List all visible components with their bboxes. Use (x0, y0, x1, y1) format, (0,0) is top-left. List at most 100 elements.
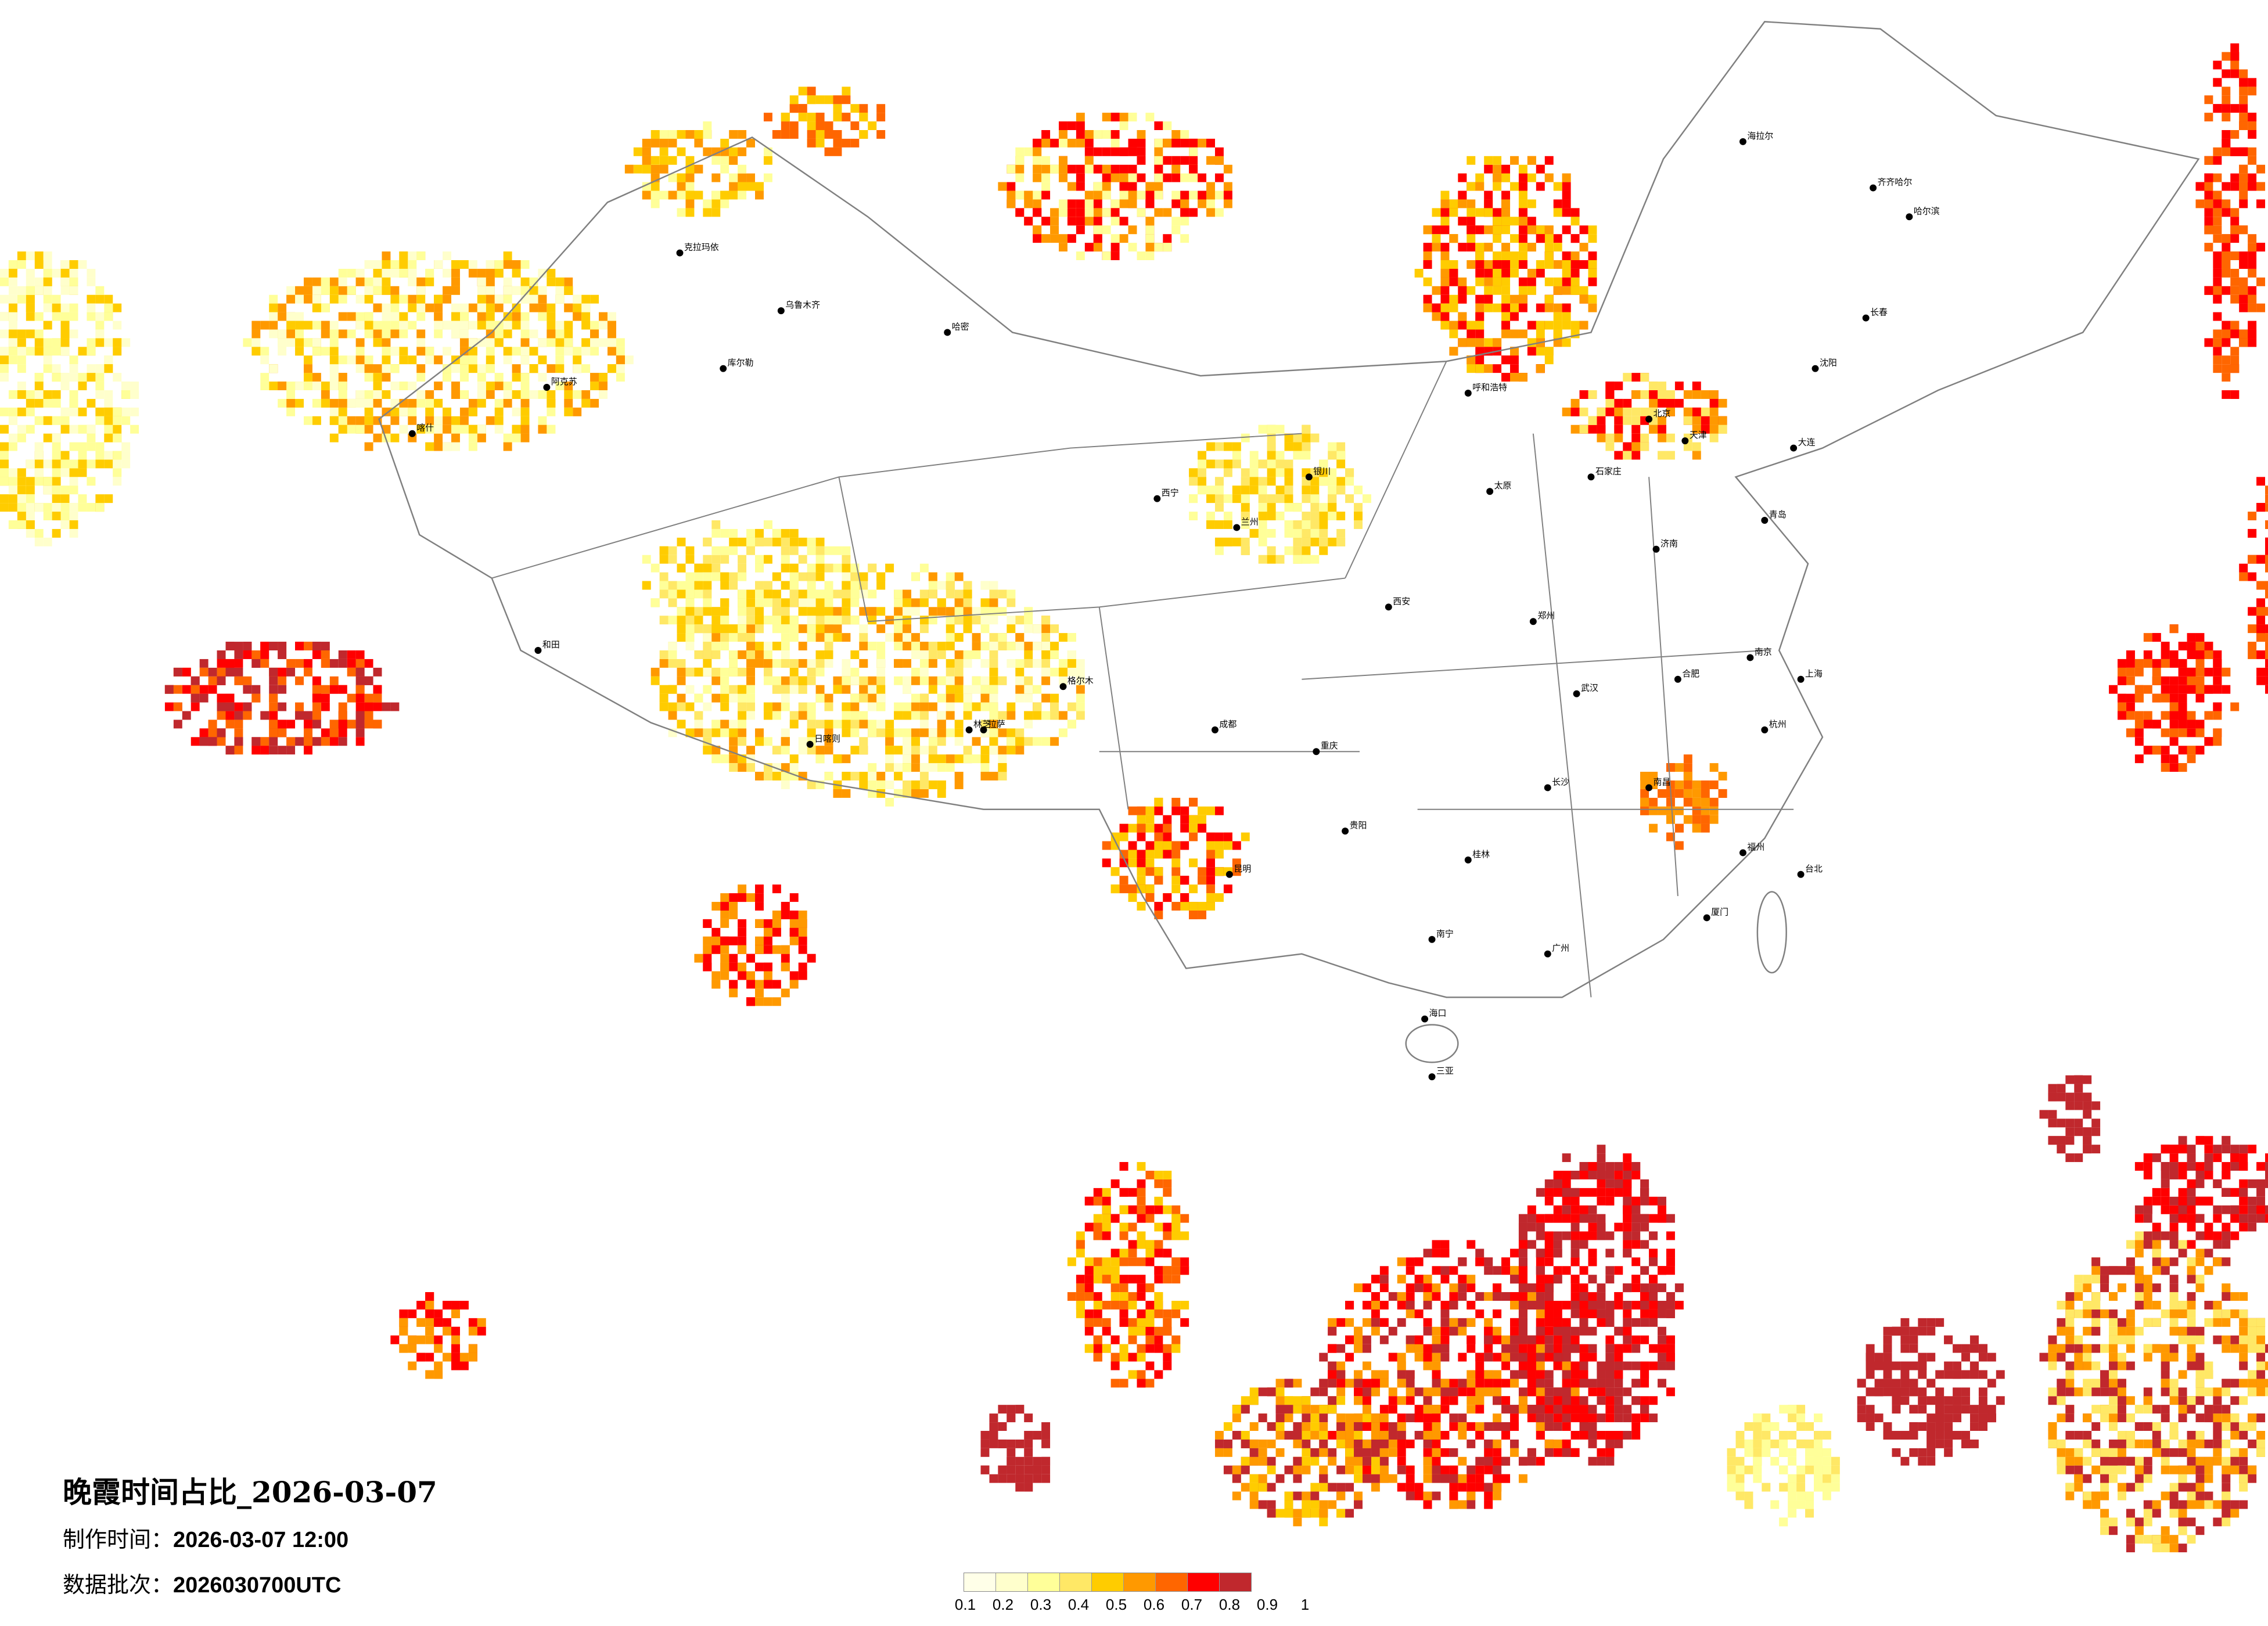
heat-cell (1110, 147, 1120, 156)
heat-cell (746, 676, 756, 685)
heat-cell (746, 693, 756, 703)
heat-cell (1449, 1422, 1458, 1431)
heat-cell (208, 685, 217, 694)
heat-cell (1544, 1326, 1554, 1336)
heat-cell (43, 321, 52, 330)
heat-cell (746, 598, 756, 607)
heat-cell (1119, 173, 1128, 182)
heat-cell (720, 190, 729, 200)
heat-cell (1180, 841, 1189, 850)
heat-cell (443, 407, 452, 416)
heat-cell (1163, 208, 1172, 217)
heat-cell (2213, 260, 2222, 269)
heat-cell (564, 382, 573, 390)
heat-cell (1510, 294, 1519, 304)
heat-cell (1163, 121, 1172, 130)
heat-cell (885, 780, 894, 789)
heat-cell (738, 182, 747, 191)
heat-cell (1076, 685, 1085, 694)
heat-cell (2204, 182, 2213, 191)
heat-cell (868, 589, 877, 599)
heat-cell (1110, 251, 1120, 260)
heat-cell (1223, 442, 1232, 451)
heat-cell (868, 563, 877, 573)
heat-cell (34, 382, 44, 390)
heat-cell (1102, 208, 1111, 217)
heat-cell (52, 468, 61, 477)
heat-cell (755, 607, 764, 616)
heat-cell (859, 642, 868, 650)
heat-cell (338, 720, 347, 729)
heat-cell (650, 563, 660, 573)
heat-cell (1658, 451, 1666, 460)
heat-cell (1119, 217, 1128, 226)
heat-cell (1041, 737, 1051, 746)
heat-cell (720, 633, 729, 642)
heat-cell (34, 338, 44, 347)
heat-cell (755, 624, 764, 634)
heat-cell (685, 546, 695, 555)
heat-cell (1058, 728, 1067, 738)
heat-cell (434, 312, 443, 321)
heat-cell (52, 338, 61, 347)
heat-cell (1050, 234, 1059, 243)
heat-cell (1640, 442, 1649, 451)
heat-cell (338, 659, 347, 668)
heat-cell (459, 329, 469, 339)
heat-cell (26, 494, 35, 503)
heat-cell (720, 693, 729, 703)
heat-cell (260, 642, 269, 650)
heat-cell (1501, 251, 1511, 260)
heat-cell (807, 702, 816, 711)
heat-cell (1467, 1283, 1476, 1293)
heat-cell (459, 321, 469, 330)
heat-cell (1058, 156, 1067, 165)
heat-cell (1128, 893, 1137, 902)
heat-cell (382, 303, 391, 312)
heat-cell (1406, 1335, 1415, 1344)
heat-cell (1510, 347, 1519, 356)
heat-cell (590, 398, 599, 408)
heat-cell (1206, 850, 1215, 859)
heat-cell (1154, 902, 1163, 911)
heat-cell (911, 607, 920, 616)
heat-cell (1154, 806, 1163, 815)
heat-cell (789, 598, 799, 607)
heat-cell (278, 347, 287, 356)
heat-cell (1041, 182, 1051, 191)
heat-cell (434, 260, 443, 269)
heat-cell (234, 711, 243, 720)
heat-cell (1145, 113, 1155, 122)
heat-cell (738, 616, 747, 625)
heat-cell (1041, 633, 1051, 642)
heat-cell (1137, 832, 1146, 841)
heat-cell (833, 589, 842, 599)
heat-cell (303, 277, 312, 286)
heat-cell (1302, 537, 1311, 546)
heat-cell (1076, 199, 1085, 208)
heat-cell (833, 676, 842, 685)
heat-cell (1345, 1318, 1354, 1327)
heat-cell (1015, 746, 1025, 755)
heat-cell (1189, 208, 1198, 217)
heat-cell (321, 693, 330, 703)
heat-cell (295, 711, 304, 720)
heat-cell (954, 659, 964, 668)
heat-cell (1579, 286, 1588, 295)
heat-cell (52, 459, 61, 469)
heat-cell (1206, 485, 1215, 495)
heat-cell (2230, 347, 2240, 356)
heat-cell (26, 528, 35, 538)
heat-cell (416, 312, 426, 321)
heat-cell (443, 294, 452, 304)
heat-cell (416, 277, 426, 286)
heat-cell (416, 373, 426, 382)
heat-cell (425, 277, 434, 286)
heat-cell (364, 720, 373, 729)
heat-cell (703, 581, 712, 590)
heat-cell (1397, 1465, 1406, 1474)
heat-cell (373, 286, 382, 295)
heat-cell (685, 190, 695, 200)
heat-cell (321, 277, 330, 286)
heat-cell (78, 425, 87, 434)
